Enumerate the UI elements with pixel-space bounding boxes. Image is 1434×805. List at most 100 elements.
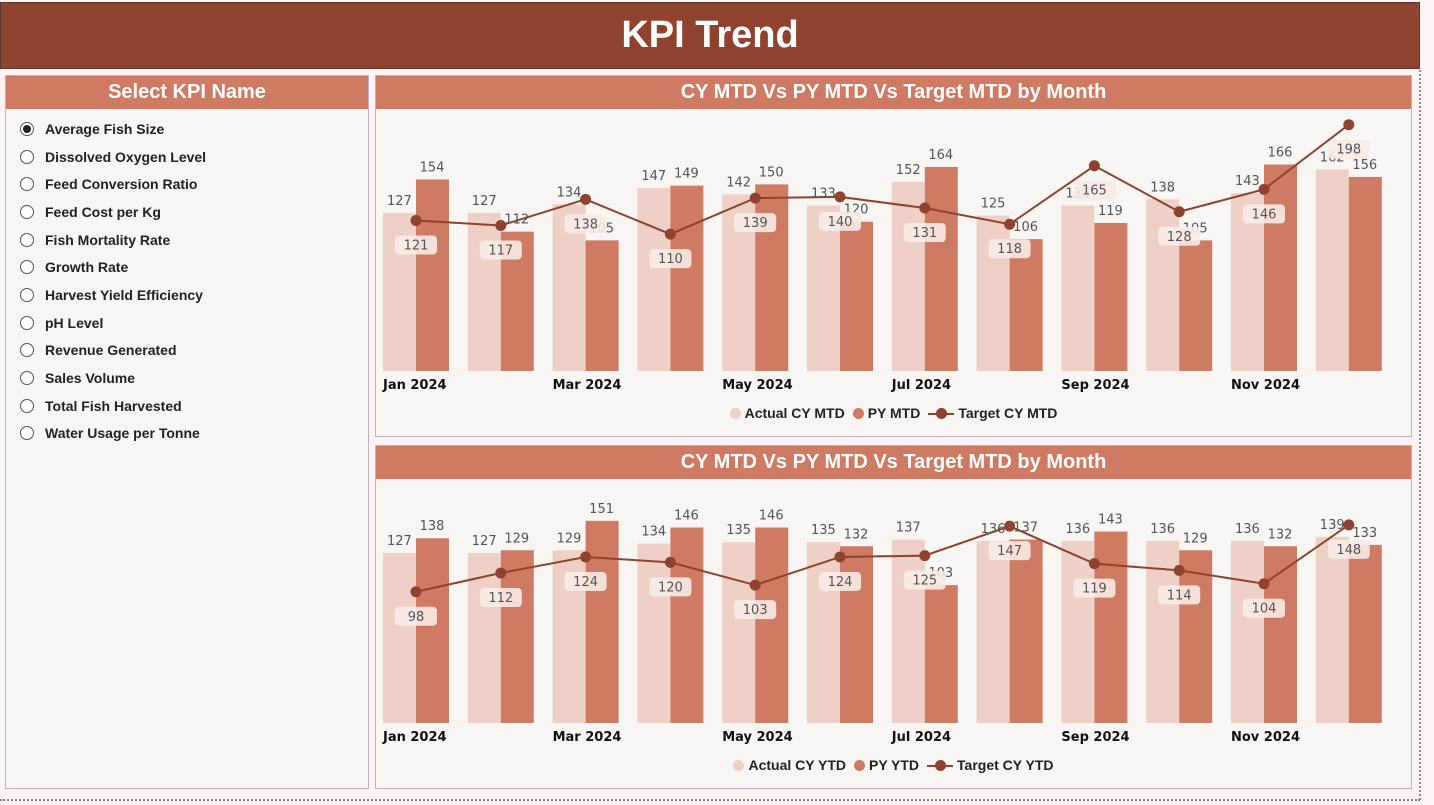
radio-button-icon[interactable] bbox=[20, 204, 34, 219]
data-label-py: 156 bbox=[1352, 158, 1377, 173]
bar-actual bbox=[807, 542, 840, 723]
radio-button-icon[interactable] bbox=[20, 287, 34, 302]
radio-button-icon[interactable] bbox=[20, 121, 34, 136]
target-marker bbox=[410, 586, 422, 598]
radio-button-icon[interactable] bbox=[20, 149, 34, 164]
legend-dot-icon bbox=[729, 407, 741, 419]
bar-py bbox=[924, 166, 958, 371]
legend-actual[interactable]: Actual CY MTD bbox=[729, 405, 845, 421]
data-label-target: 119 bbox=[1082, 582, 1107, 597]
data-label-actual: 136 bbox=[1235, 522, 1260, 537]
chart-legend: Actual CY MTD PY MTD Target CY MTD bbox=[376, 405, 1411, 421]
radio-button-icon[interactable] bbox=[20, 343, 34, 358]
data-label-actual: 129 bbox=[557, 531, 582, 546]
data-label-actual: 139 bbox=[1320, 518, 1345, 533]
data-label-py: 133 bbox=[1352, 526, 1377, 541]
data-label-target: 117 bbox=[488, 243, 513, 258]
slicer-title: Select KPI Name bbox=[6, 76, 368, 109]
legend-line-icon bbox=[928, 407, 955, 419]
legend-line-icon bbox=[927, 759, 954, 771]
data-label-target: 148 bbox=[1336, 543, 1361, 558]
data-label-py: 112 bbox=[504, 213, 529, 228]
legend-py[interactable]: PY YTD bbox=[853, 757, 919, 773]
ytd-chart: Jan 2024 Mar 2024 May 2024 Jul 2024 Sep 2024… bbox=[382, 502, 1382, 745]
bar-py bbox=[585, 520, 619, 723]
data-label-box bbox=[479, 588, 522, 608]
bar-py bbox=[1009, 239, 1043, 371]
data-label-box bbox=[649, 249, 692, 269]
legend-target[interactable]: Target CY YTD bbox=[927, 757, 1054, 773]
kpi-option-label: Revenue Generated bbox=[45, 342, 177, 359]
data-label-actual: 136 bbox=[981, 522, 1006, 537]
data-label-py: 129 bbox=[1183, 531, 1208, 546]
legend-py[interactable]: PY MTD bbox=[852, 405, 920, 421]
target-marker bbox=[1173, 564, 1185, 576]
bar-py bbox=[416, 179, 449, 371]
kpi-option[interactable]: Revenue Generated bbox=[20, 337, 368, 365]
kpi-slicer: Select KPI Name Average Fish Size Dissolv… bbox=[5, 75, 369, 789]
radio-button-icon[interactable] bbox=[20, 426, 34, 441]
kpi-option-label: Average Fish Size bbox=[45, 120, 165, 137]
kpi-option[interactable]: Feed Conversion Ratio bbox=[20, 170, 368, 198]
data-label-py: 138 bbox=[420, 519, 445, 534]
kpi-option[interactable]: Sales Volume bbox=[20, 364, 368, 392]
kpi-option-label: Fish Mortality Rate bbox=[45, 231, 171, 248]
legend-target[interactable]: Target CY MTD bbox=[928, 405, 1057, 421]
radio-button-icon[interactable] bbox=[20, 398, 34, 413]
kpi-option[interactable]: Harvest Yield Efficiency bbox=[20, 281, 368, 309]
legend-label: Target CY YTD bbox=[957, 757, 1054, 773]
x-tick-label: Nov 2024 bbox=[1231, 378, 1300, 393]
target-marker bbox=[1173, 206, 1185, 218]
bar-actual bbox=[467, 552, 501, 723]
legend-dot-icon bbox=[853, 759, 865, 771]
data-label-actual: 127 bbox=[387, 194, 412, 209]
data-label-py: 143 bbox=[1098, 513, 1123, 528]
target-marker bbox=[1258, 183, 1270, 195]
kpi-option[interactable]: Dissolved Oxygen Level bbox=[20, 143, 368, 171]
data-label-py: 129 bbox=[504, 531, 529, 546]
radio-button-icon[interactable] bbox=[20, 315, 34, 330]
data-label-target: 128 bbox=[1167, 230, 1192, 245]
x-tick-label: Sep 2024 bbox=[1061, 730, 1129, 745]
x-tick-label: Mar 2024 bbox=[553, 730, 622, 745]
kpi-option[interactable]: Fish Mortality Rate bbox=[20, 226, 368, 254]
ytd-chart-panel: CY MTD Vs PY MTD Vs Target MTD by Month … bbox=[375, 445, 1412, 789]
kpi-option-label: Sales Volume bbox=[45, 370, 136, 387]
bar-py bbox=[840, 221, 873, 371]
bar-py bbox=[500, 550, 534, 723]
radio-button-icon[interactable] bbox=[20, 371, 34, 386]
target-marker bbox=[1343, 519, 1355, 531]
x-tick-label: Jan 2024 bbox=[382, 378, 447, 393]
radio-button-icon[interactable] bbox=[20, 177, 34, 192]
data-label-actual: 143 bbox=[1235, 174, 1260, 189]
kpi-option[interactable]: Average Fish Size bbox=[20, 115, 368, 143]
data-label-actual: 136 bbox=[1065, 522, 1090, 537]
data-label-target: 98 bbox=[408, 610, 425, 625]
data-label-actual: 127 bbox=[387, 534, 412, 549]
kpi-option[interactable]: Growth Rate bbox=[20, 253, 368, 281]
legend-actual[interactable]: Actual CY YTD bbox=[733, 757, 846, 773]
data-label-target: 103 bbox=[743, 603, 768, 618]
kpi-option[interactable]: Total Fish Harvested bbox=[20, 392, 368, 420]
target-marker bbox=[1088, 558, 1100, 570]
bar-py bbox=[416, 538, 449, 723]
kpi-option[interactable]: Water Usage per Tonne bbox=[20, 420, 368, 448]
legend-dot-icon bbox=[852, 407, 864, 419]
data-label-actual: 125 bbox=[981, 197, 1006, 212]
radio-button-icon[interactable] bbox=[20, 232, 34, 247]
bar-actual bbox=[976, 540, 1010, 723]
kpi-option[interactable]: Feed Cost per Kg bbox=[20, 198, 368, 226]
data-label-box bbox=[564, 214, 607, 234]
bar-py bbox=[670, 185, 704, 371]
bar-actual bbox=[1061, 540, 1095, 723]
kpi-option[interactable]: pH Level bbox=[20, 309, 368, 337]
data-label-box bbox=[1243, 598, 1285, 618]
bar-py bbox=[585, 240, 619, 371]
target-marker bbox=[580, 551, 592, 563]
radio-button-icon[interactable] bbox=[20, 260, 34, 275]
bar-actual bbox=[1231, 540, 1264, 723]
chart-legend: Actual CY YTD PY YTD Target CY YTD bbox=[376, 757, 1411, 773]
kpi-option-label: Total Fish Harvested bbox=[45, 397, 182, 414]
data-label-box bbox=[988, 239, 1031, 259]
data-label-py: 137 bbox=[1013, 521, 1038, 536]
